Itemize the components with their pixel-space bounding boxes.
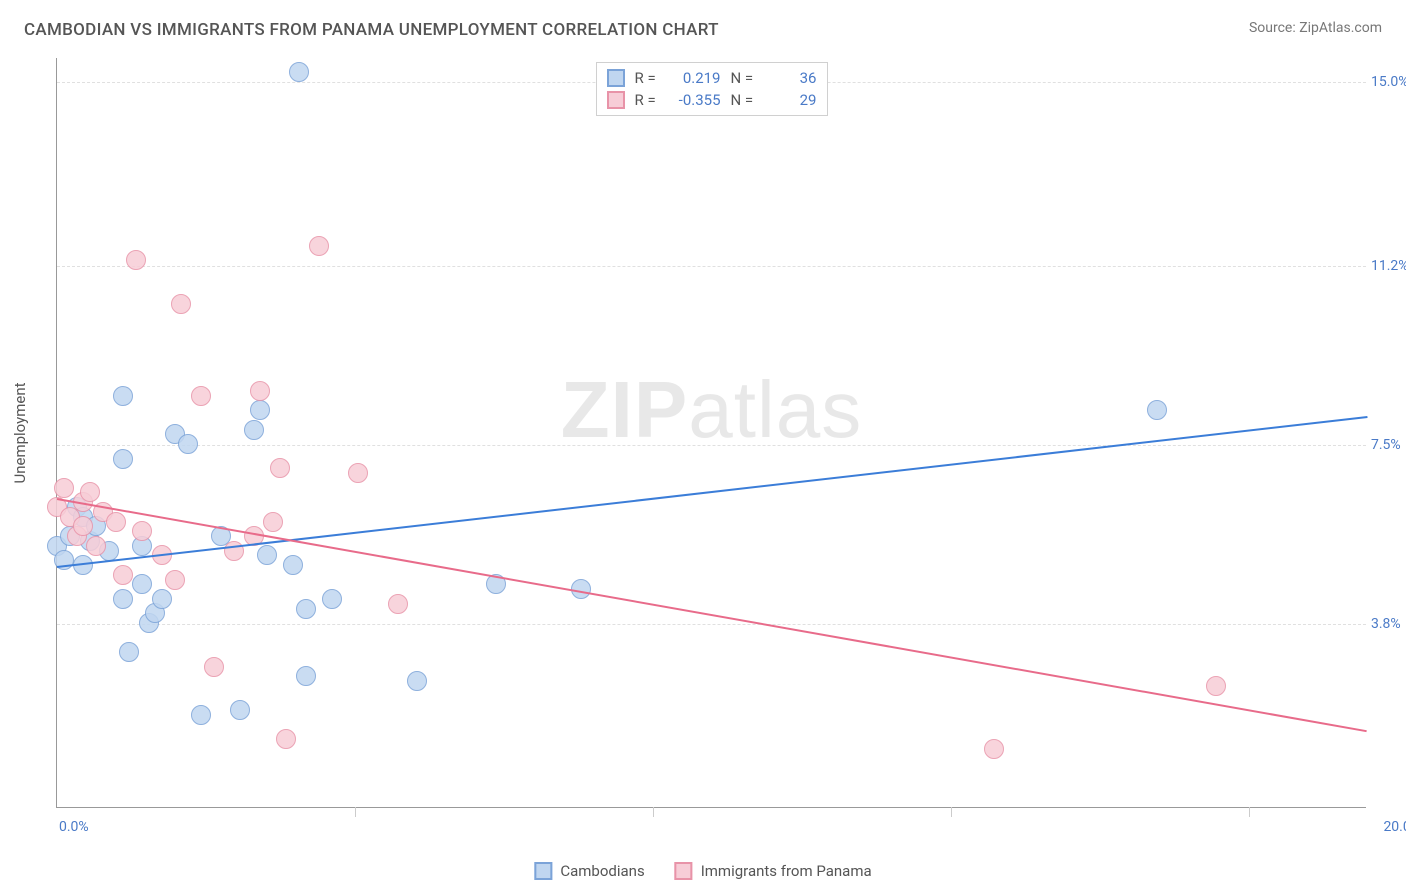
scatter-point-series-1 <box>263 512 283 532</box>
gridline <box>57 445 1366 446</box>
r-value-1: -0.355 <box>673 91 721 109</box>
scatter-point-series-0 <box>296 666 316 686</box>
scatter-point-series-1 <box>86 536 106 556</box>
scatter-point-series-0 <box>283 555 303 575</box>
watermark: ZIPatlas <box>561 364 862 456</box>
scatter-point-series-1 <box>126 250 146 270</box>
y-axis-label: Unemployment <box>11 382 29 483</box>
x-min-label: 0.0% <box>59 819 89 835</box>
scatter-point-series-1 <box>80 482 100 502</box>
x-tick <box>1249 807 1250 817</box>
scatter-point-series-0 <box>119 642 139 662</box>
scatter-point-series-1 <box>1206 676 1226 696</box>
trend-line-series-1 <box>57 498 1367 732</box>
scatter-point-series-0 <box>132 574 152 594</box>
scatter-point-series-0 <box>152 589 172 609</box>
watermark-suffix: atlas <box>688 365 862 454</box>
scatter-point-series-0 <box>230 700 250 720</box>
series-swatch-1 <box>607 91 625 109</box>
legend-item-0: Cambodians <box>534 862 644 880</box>
n-label: N = <box>731 69 759 87</box>
r-value-0: 0.219 <box>673 69 721 87</box>
x-max-label: 20.0% <box>1383 819 1406 835</box>
n-label: N = <box>731 91 759 109</box>
scatter-point-series-1 <box>388 594 408 614</box>
series-swatch-0 <box>607 69 625 87</box>
n-value-0: 36 <box>769 69 817 87</box>
x-tick <box>355 807 356 817</box>
chart-container: Unemployment ZIPatlas R = 0.219 N = 36 R… <box>50 58 1370 808</box>
legend-swatch-0 <box>534 862 552 880</box>
stats-row-1: R = -0.355 N = 29 <box>607 89 817 111</box>
stats-row-0: R = 0.219 N = 36 <box>607 67 817 89</box>
scatter-point-series-1 <box>204 657 224 677</box>
scatter-point-series-1 <box>171 294 191 314</box>
legend-item-1: Immigrants from Panama <box>675 862 872 880</box>
scatter-point-series-0 <box>296 599 316 619</box>
scatter-point-series-0 <box>178 434 198 454</box>
scatter-point-series-0 <box>257 545 277 565</box>
legend-label-1: Immigrants from Panama <box>701 862 872 880</box>
scatter-point-series-0 <box>322 589 342 609</box>
scatter-point-series-1 <box>106 512 126 532</box>
scatter-point-series-1 <box>54 478 74 498</box>
scatter-point-series-0 <box>1147 400 1167 420</box>
scatter-point-series-1 <box>309 236 329 256</box>
scatter-point-series-1 <box>276 729 296 749</box>
x-tick <box>653 807 654 817</box>
watermark-prefix: ZIP <box>561 365 688 454</box>
y-tick-label: 15.0% <box>1371 74 1406 90</box>
gridline <box>57 266 1366 267</box>
scatter-point-series-1 <box>984 739 1004 759</box>
scatter-point-series-1 <box>191 386 211 406</box>
r-label: R = <box>635 91 663 109</box>
legend-label-0: Cambodians <box>560 862 644 880</box>
scatter-point-series-0 <box>244 420 264 440</box>
plot-area: ZIPatlas R = 0.219 N = 36 R = -0.355 N =… <box>56 58 1366 808</box>
y-tick-label: 7.5% <box>1371 437 1406 453</box>
source-label: Source: ZipAtlas.com <box>1249 20 1382 36</box>
scatter-point-series-0 <box>113 589 133 609</box>
scatter-point-series-1 <box>73 516 93 536</box>
scatter-point-series-1 <box>348 463 368 483</box>
legend-swatch-1 <box>675 862 693 880</box>
scatter-point-series-1 <box>224 541 244 561</box>
scatter-point-series-1 <box>113 565 133 585</box>
x-tick <box>951 807 952 817</box>
scatter-point-series-0 <box>289 62 309 82</box>
scatter-point-series-1 <box>270 458 290 478</box>
scatter-point-series-0 <box>113 449 133 469</box>
r-label: R = <box>635 69 663 87</box>
n-value-1: 29 <box>769 91 817 109</box>
scatter-point-series-0 <box>113 386 133 406</box>
gridline <box>57 624 1366 625</box>
y-tick-label: 11.2% <box>1371 258 1406 274</box>
stats-legend: R = 0.219 N = 36 R = -0.355 N = 29 <box>596 62 828 116</box>
y-tick-label: 3.8% <box>1371 616 1406 632</box>
scatter-point-series-1 <box>165 570 185 590</box>
scatter-point-series-0 <box>250 400 270 420</box>
chart-title: CAMBODIAN VS IMMIGRANTS FROM PANAMA UNEM… <box>24 20 719 40</box>
bottom-legend: Cambodians Immigrants from Panama <box>534 862 871 880</box>
scatter-point-series-1 <box>250 381 270 401</box>
scatter-point-series-1 <box>132 521 152 541</box>
scatter-point-series-0 <box>191 705 211 725</box>
scatter-point-series-0 <box>407 671 427 691</box>
